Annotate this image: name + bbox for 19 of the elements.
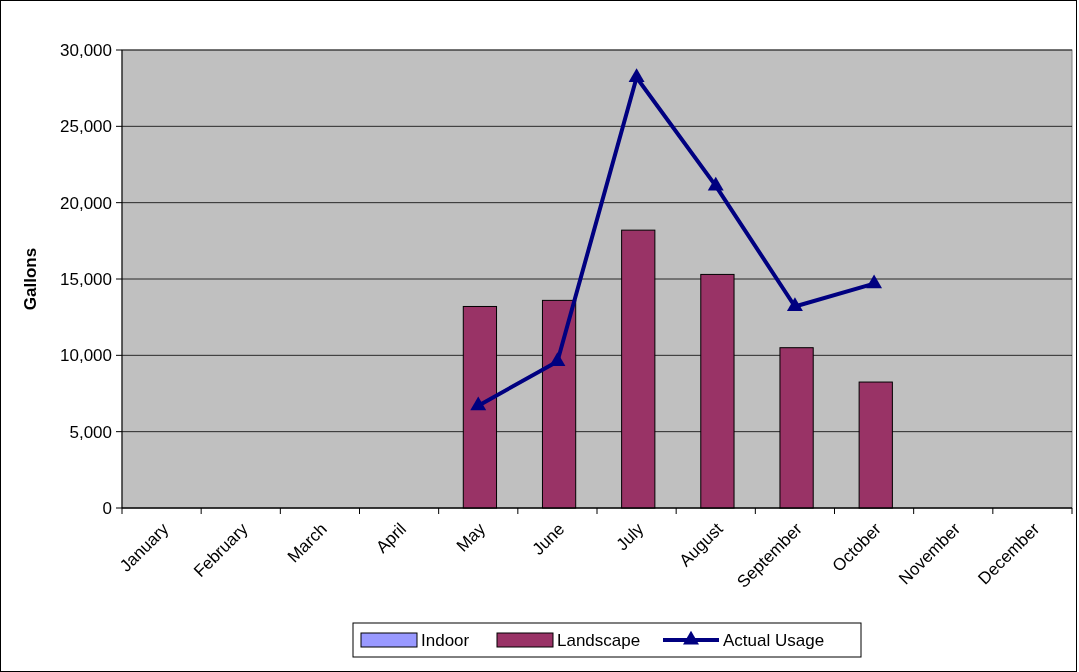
point <box>470 396 487 411</box>
x-tick-label: July <box>612 519 648 555</box>
y-tick-label: 5,000 <box>69 422 112 442</box>
legend-label: Landscape <box>557 630 641 650</box>
y-tick-label: 25,000 <box>60 117 112 137</box>
legend-label: Indoor <box>421 630 470 650</box>
y-tick-label: 10,000 <box>60 346 112 366</box>
y-tick-label: 30,000 <box>60 40 112 60</box>
y-axis-title: Gallons <box>21 247 40 311</box>
y-tick-label: 0 <box>102 498 112 518</box>
y-tick-label: 15,000 <box>60 269 112 289</box>
point <box>549 352 566 367</box>
legend-label: Actual Usage <box>723 630 825 650</box>
point <box>628 68 645 83</box>
point <box>866 274 883 289</box>
point <box>707 176 724 191</box>
y-tick-label: 20,000 <box>60 193 112 213</box>
point <box>786 297 803 312</box>
x-tick-label: May <box>452 519 490 556</box>
